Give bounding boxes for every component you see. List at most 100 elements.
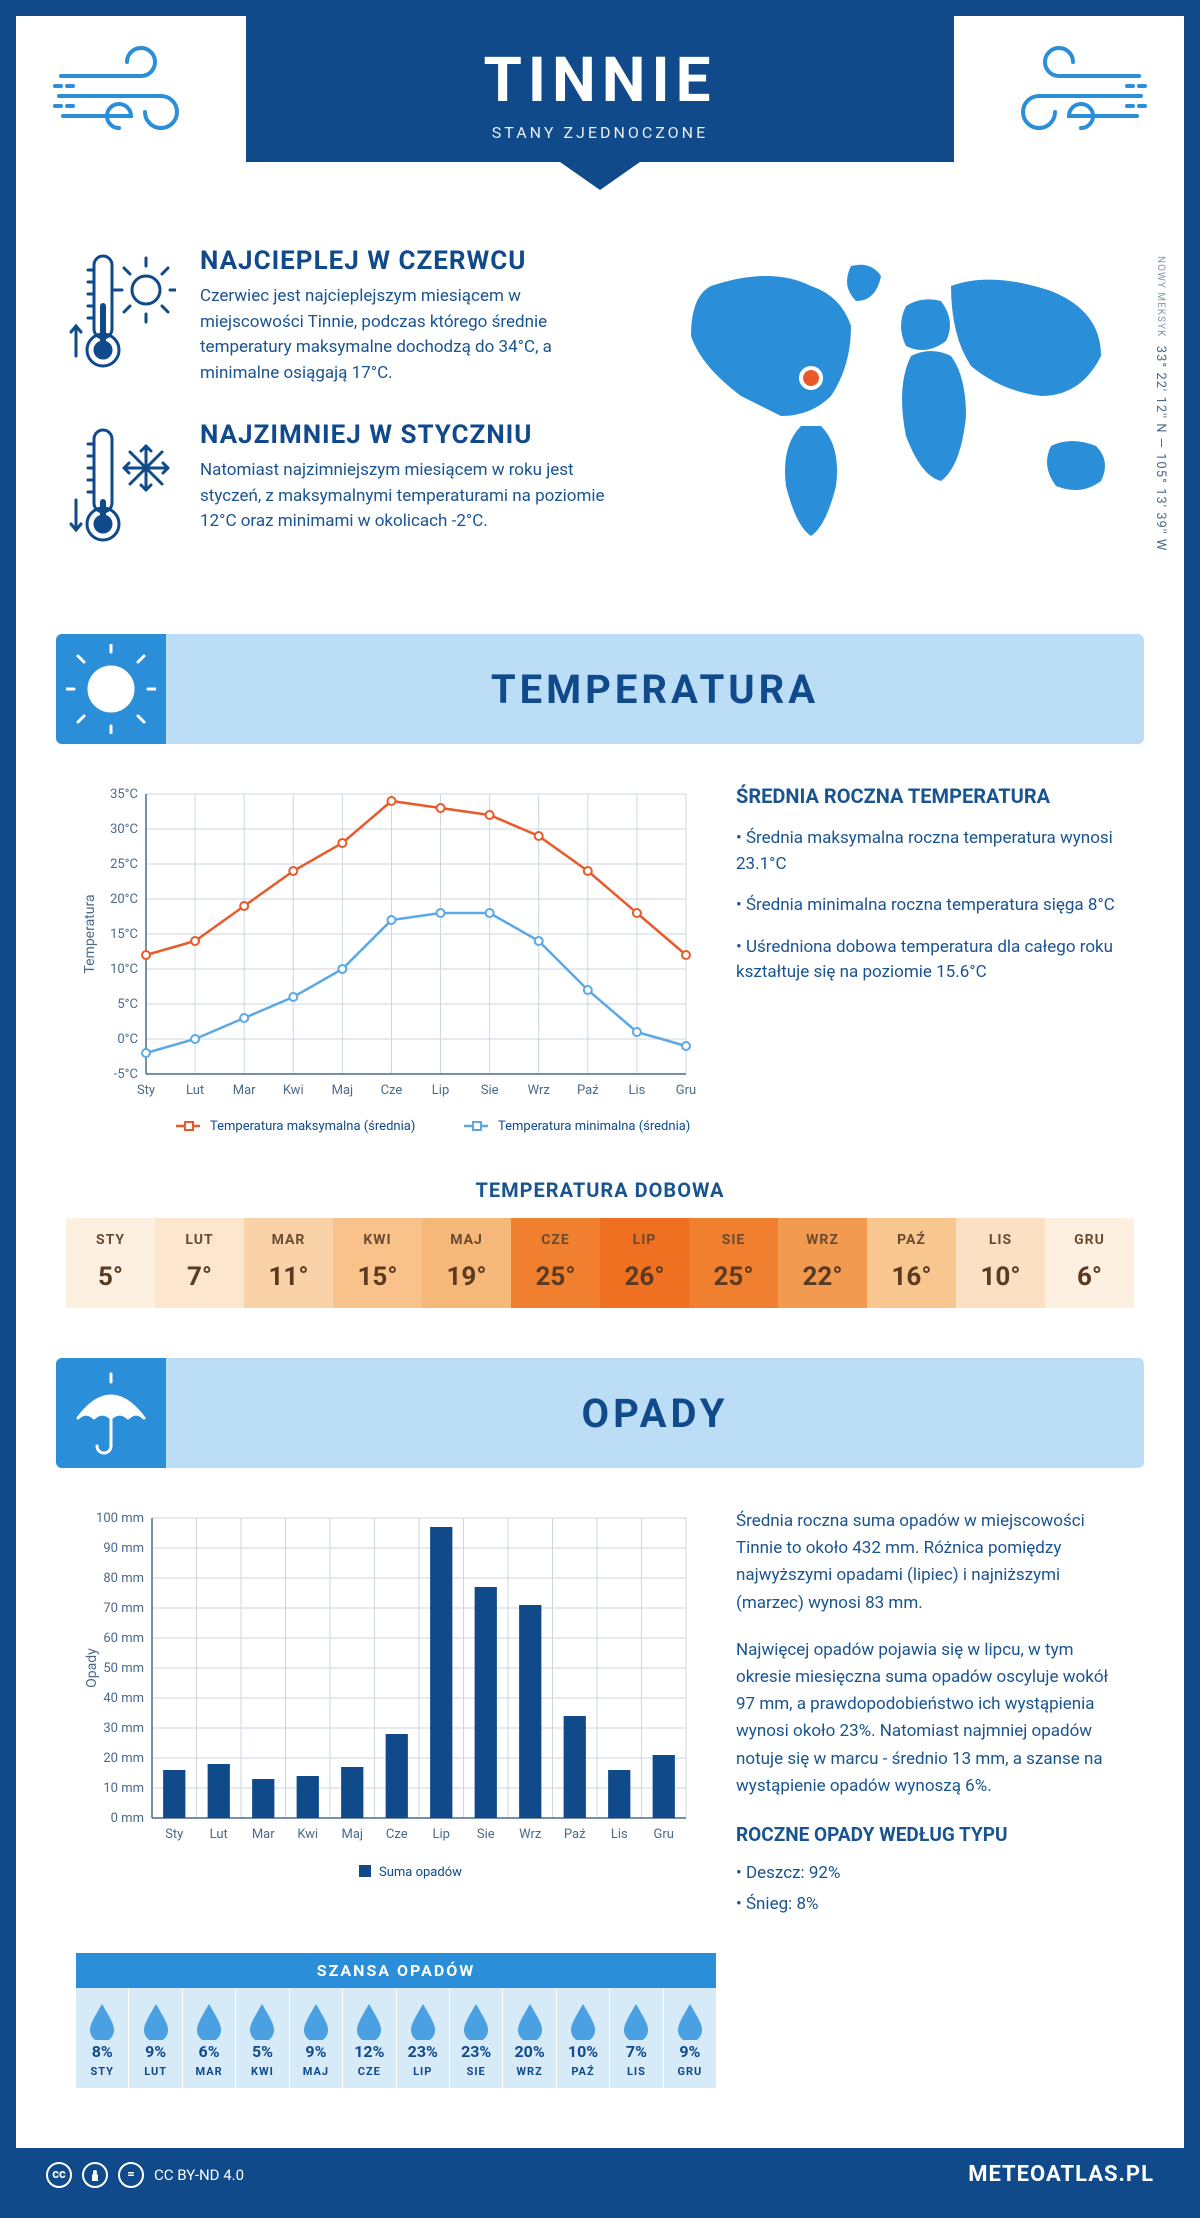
- nd-icon: =: [118, 2162, 144, 2188]
- svg-text:Lip: Lip: [433, 1827, 450, 1842]
- precipitation-text: Średnia roczna suma opadów w miejscowośc…: [736, 1508, 1124, 1923]
- precipitation-title: OPADY: [166, 1390, 1144, 1437]
- svg-text:50 mm: 50 mm: [103, 1661, 144, 1676]
- chance-cell: 12% CZE: [343, 1988, 396, 2088]
- chance-cell: 6% MAR: [183, 1988, 236, 2088]
- temp-stat-line: • Średnia maksymalna roczna temperatura …: [736, 826, 1124, 877]
- heat-cell: LIS10°: [956, 1218, 1045, 1308]
- temp-stats-title: ŚREDNIA ROCZNA TEMPERATURA: [736, 784, 1124, 808]
- svg-text:40 mm: 40 mm: [103, 1691, 144, 1706]
- svg-text:Wrz: Wrz: [519, 1827, 542, 1842]
- svg-text:-5°C: -5°C: [114, 1067, 138, 1082]
- title-banner: TINNIE STANY ZJEDNOCZONE: [246, 16, 954, 162]
- header: TINNIE STANY ZJEDNOCZONE: [16, 16, 1184, 226]
- svg-text:Sie: Sie: [481, 1083, 499, 1098]
- svg-text:0 mm: 0 mm: [111, 1811, 144, 1826]
- svg-text:Lut: Lut: [210, 1827, 228, 1842]
- svg-text:Gru: Gru: [654, 1827, 674, 1842]
- svg-text:35°C: 35°C: [110, 787, 138, 802]
- chance-cell: 10% PAŹ: [557, 1988, 610, 2088]
- svg-text:100 mm: 100 mm: [96, 1511, 144, 1526]
- umbrella-icon: [56, 1358, 166, 1468]
- svg-text:Gru: Gru: [676, 1083, 696, 1098]
- chance-title: SZANSA OPADÓW: [76, 1953, 716, 1988]
- heat-cell: SIE25°: [689, 1218, 778, 1308]
- chance-cell: 23% SIE: [450, 1988, 503, 2088]
- temp-stat-line: • Średnia minimalna roczna temperatura s…: [736, 893, 1124, 919]
- thermometer-sun-icon: [66, 246, 176, 390]
- precipitation-bar-chart: 0 mm 10 mm 20 mm 30 mm 40 mm 50 mm 60 mm 70 mm 8…: [76, 1508, 696, 1923]
- svg-text:60 mm: 60 mm: [103, 1631, 144, 1646]
- footer: cc = CC BY-ND 4.0 METEOATLAS.PL: [16, 2148, 1184, 2202]
- svg-text:10 mm: 10 mm: [103, 1781, 144, 1796]
- svg-text:Paź: Paź: [564, 1827, 586, 1842]
- heat-cell: CZE25°: [511, 1218, 600, 1308]
- svg-text:Kwi: Kwi: [297, 1827, 318, 1842]
- svg-text:25°C: 25°C: [110, 857, 138, 872]
- location-title: TINNIE: [246, 44, 954, 117]
- svg-text:80 mm: 80 mm: [103, 1571, 144, 1586]
- heat-cell: PAŹ16°: [867, 1218, 956, 1308]
- world-map: NOWY MEKSYK 33° 22' 12'' N — 105° 13' 39…: [651, 246, 1134, 594]
- by-icon: [82, 2162, 108, 2188]
- sun-icon: [56, 634, 166, 744]
- location-subtitle: STANY ZJEDNOCZONE: [246, 123, 954, 142]
- daily-temp-heatmap: STY5°LUT7°MAR11°KWI15°MAJ19°CZE25°LIP26°…: [66, 1218, 1134, 1308]
- svg-text:30 mm: 30 mm: [103, 1721, 144, 1736]
- fact-coldest: NAJZIMNIEJ W STYCZNIU Natomiast najzimni…: [66, 420, 621, 564]
- heat-cell: LIP26°: [600, 1218, 689, 1308]
- heat-cell: MAR11°: [244, 1218, 333, 1308]
- temperature-line-chart: -5°C0°C5°C10°C15°C20°C25°C30°C35°CStyLut…: [76, 784, 696, 1148]
- license-text: CC BY-ND 4.0: [154, 2166, 244, 2184]
- coordinates-label: NOWY MEKSYK 33° 22' 12'' N — 105° 13' 39…: [1153, 256, 1168, 551]
- svg-text:Mar: Mar: [252, 1827, 275, 1842]
- svg-text:Suma opadów: Suma opadów: [379, 1865, 462, 1880]
- svg-text:90 mm: 90 mm: [103, 1541, 144, 1556]
- svg-text:70 mm: 70 mm: [103, 1601, 144, 1616]
- svg-text:30°C: 30°C: [110, 822, 138, 837]
- svg-text:20 mm: 20 mm: [103, 1751, 144, 1766]
- precip-type-line: • Deszcz: 92%: [736, 1860, 1124, 1887]
- heat-cell: LUT7°: [155, 1218, 244, 1308]
- svg-text:Cze: Cze: [386, 1827, 408, 1842]
- svg-text:0°C: 0°C: [117, 1032, 138, 1047]
- temperature-stats: ŚREDNIA ROCZNA TEMPERATURA • Średnia mak…: [736, 784, 1124, 1148]
- svg-text:Temperatura: Temperatura: [82, 894, 98, 973]
- chance-cell: 5% KWI: [236, 1988, 289, 2088]
- svg-text:10°C: 10°C: [110, 962, 138, 977]
- svg-text:Temperatura maksymalna (średni: Temperatura maksymalna (średnia): [210, 1119, 415, 1134]
- svg-text:Maj: Maj: [341, 1827, 363, 1842]
- svg-text:Lut: Lut: [186, 1083, 204, 1098]
- chance-cell: 20% WRZ: [503, 1988, 556, 2088]
- precip-para-1: Średnia roczna suma opadów w miejscowośc…: [736, 1508, 1124, 1617]
- svg-text:Temperatura minimalna (średnia: Temperatura minimalna (średnia): [498, 1119, 690, 1134]
- info-row: NAJCIEPLEJ W CZERWCU Czerwiec jest najci…: [16, 226, 1184, 634]
- svg-text:Kwi: Kwi: [283, 1083, 304, 1098]
- heat-cell: WRZ22°: [778, 1218, 867, 1308]
- svg-text:Paź: Paź: [577, 1083, 599, 1098]
- svg-text:Wrz: Wrz: [528, 1083, 551, 1098]
- section-header-precipitation: OPADY: [56, 1358, 1144, 1468]
- daily-temp-title: TEMPERATURA DOBOWA: [16, 1178, 1184, 1202]
- wind-icon-left: [16, 16, 246, 156]
- thermometer-snow-icon: [66, 420, 176, 564]
- chance-cell: 23% LIP: [397, 1988, 450, 2088]
- precip-para-2: Najwięcej opadów pojawia się w lipcu, w …: [736, 1637, 1124, 1800]
- chance-cell: 7% LIS: [610, 1988, 663, 2088]
- fact-warmest: NAJCIEPLEJ W CZERWCU Czerwiec jest najci…: [66, 246, 621, 390]
- svg-text:Cze: Cze: [381, 1083, 403, 1098]
- svg-text:5°C: 5°C: [117, 997, 138, 1012]
- precipitation-chance-table: SZANSA OPADÓW 8% STY 9% LUT 6%: [76, 1953, 716, 2088]
- temperature-title: TEMPERATURA: [166, 666, 1144, 713]
- heat-cell: STY5°: [66, 1218, 155, 1308]
- chance-cell: 8% STY: [76, 1988, 129, 2088]
- svg-text:20°C: 20°C: [110, 892, 138, 907]
- svg-text:Sty: Sty: [165, 1827, 183, 1842]
- wind-icon-right: [954, 16, 1184, 156]
- fact-cold-body: Natomiast najzimniejszym miesiącem w rok…: [200, 458, 620, 535]
- svg-text:Lis: Lis: [611, 1827, 628, 1842]
- svg-text:Lip: Lip: [432, 1083, 449, 1098]
- license: cc = CC BY-ND 4.0: [46, 2162, 244, 2188]
- svg-text:Maj: Maj: [332, 1083, 354, 1098]
- svg-text:Sie: Sie: [477, 1827, 495, 1842]
